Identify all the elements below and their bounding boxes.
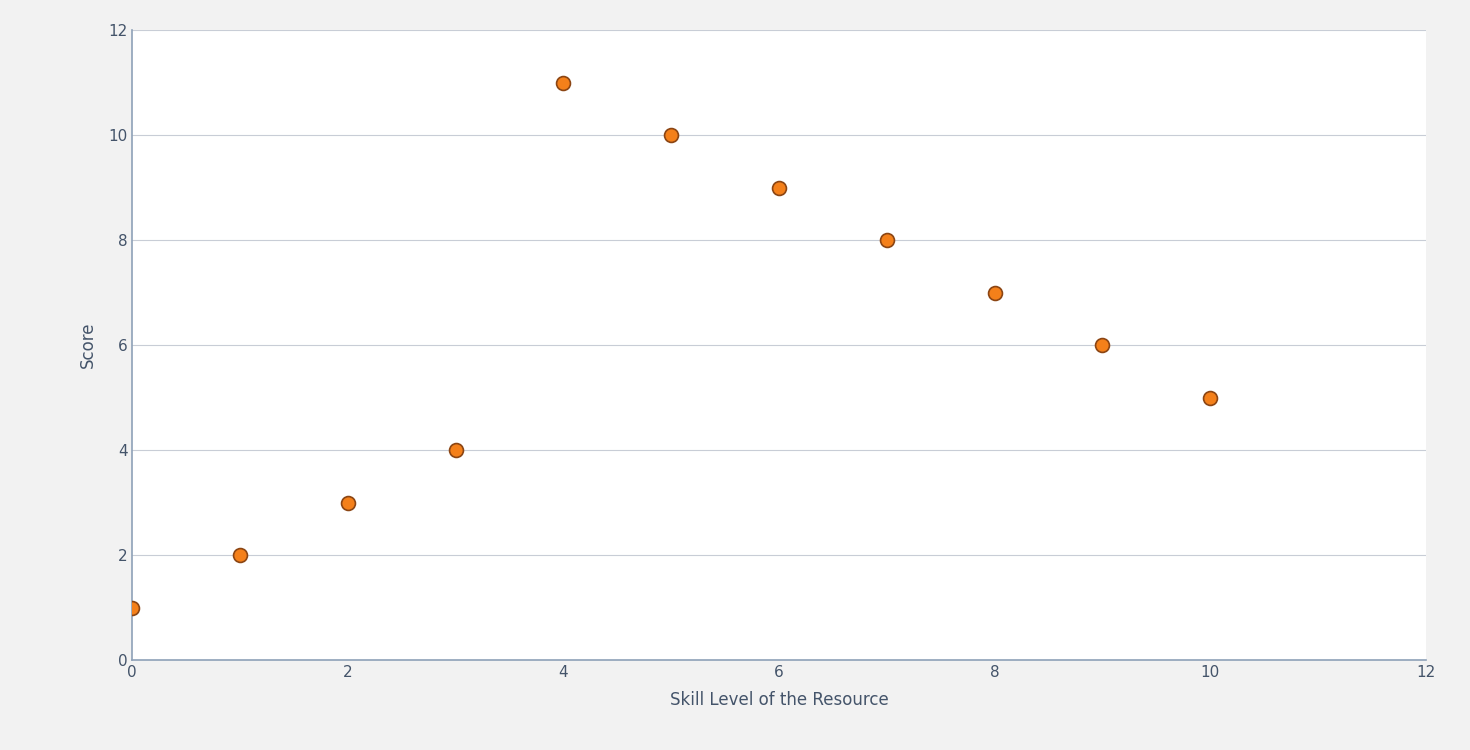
Point <box>875 234 898 246</box>
Point <box>1091 339 1114 351</box>
Point <box>660 129 684 141</box>
Point <box>444 444 467 456</box>
Point <box>121 602 144 613</box>
Y-axis label: Score: Score <box>79 322 97 368</box>
Point <box>983 286 1007 298</box>
Point <box>228 549 251 561</box>
Point <box>767 182 791 194</box>
Point <box>337 496 360 508</box>
X-axis label: Skill Level of the Resource: Skill Level of the Resource <box>670 691 888 709</box>
Point <box>551 76 575 88</box>
Point <box>1198 392 1222 404</box>
